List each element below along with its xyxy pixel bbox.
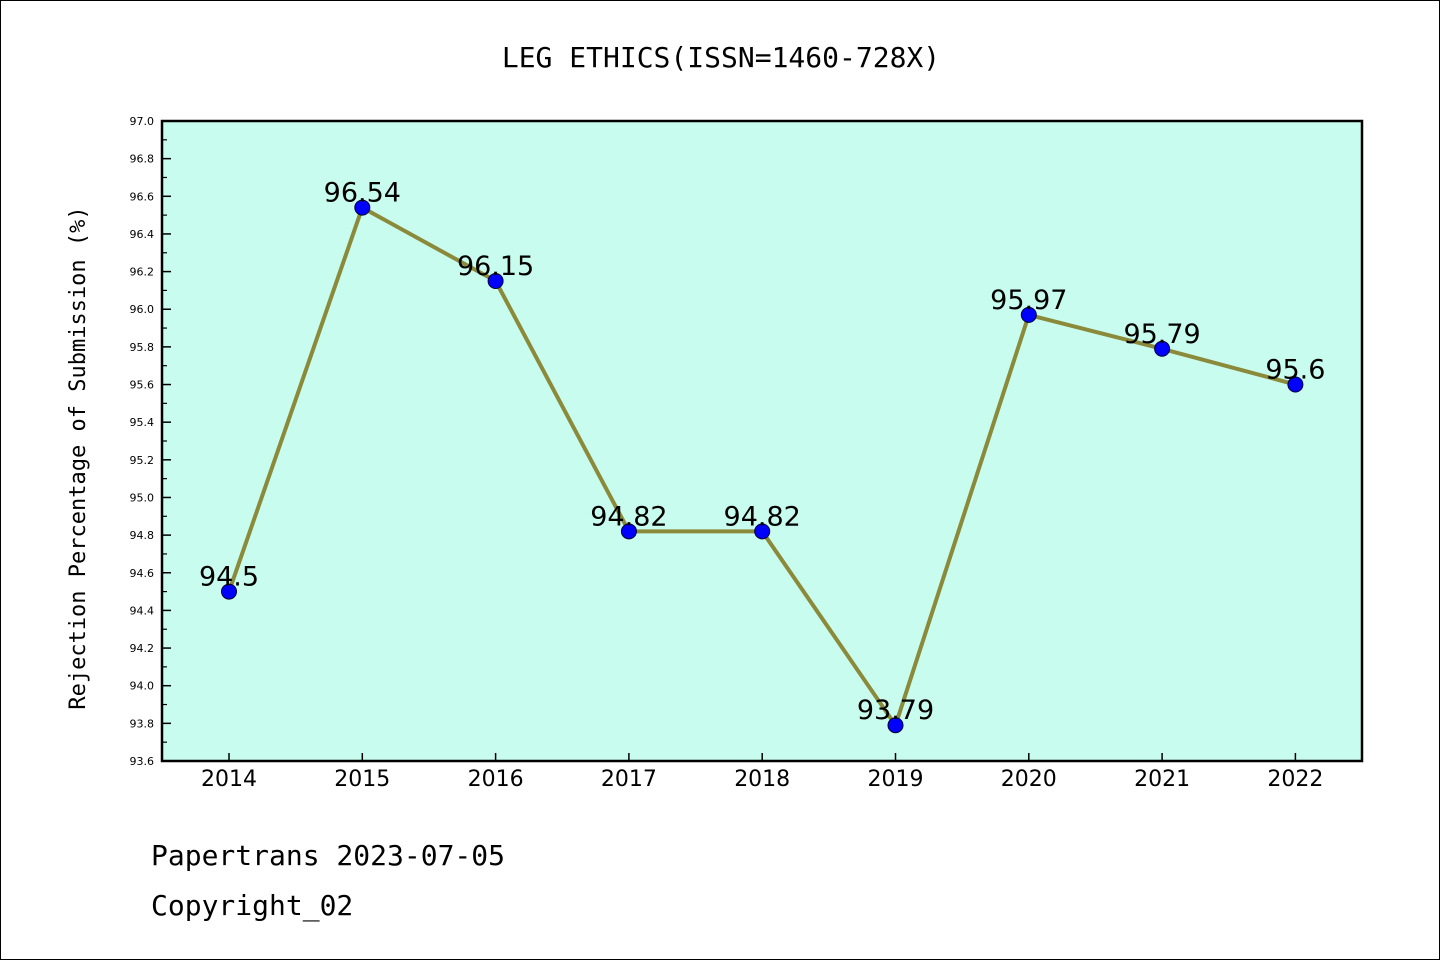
footer-copyright: Copyright_02 (151, 889, 353, 923)
y-axis: 93.6 93.8 94.0 94.2 94.4 94.6 94.8 95.0 95.2 95.4… (130, 115, 171, 768)
data-point (354, 199, 371, 216)
data-labels: 94.5 96.54 96.15 94.82 94.82 93.79 95.97 95.79 9… (199, 178, 1326, 727)
data-label: 94.82 (590, 501, 667, 532)
chart-title: LEG ETHICS(ISSN=1460-728X) (502, 41, 940, 74)
y-tick-label: 96.6 (130, 190, 155, 203)
plot-area (160, 119, 1364, 763)
data-point (620, 523, 637, 540)
series-rejection (221, 199, 1304, 734)
data-point (1020, 306, 1037, 323)
data-point (487, 273, 504, 289)
y-tick-label: 95.4 (130, 416, 155, 429)
data-label: 96.15 (457, 251, 534, 282)
x-tick-label: 2017 (601, 767, 657, 792)
y-axis-label: Rejection Percentage of Submission (%) (66, 206, 91, 709)
x-tick-label: 2020 (1001, 767, 1057, 792)
data-point (1287, 376, 1304, 393)
y-tick-label: 94.0 (130, 680, 155, 693)
y-tick-label: 96.2 (130, 266, 155, 279)
data-point (754, 523, 771, 540)
x-tick-label: 2014 (201, 767, 257, 792)
y-tick-label: 97.0 (130, 115, 155, 128)
data-label: 95.79 (1123, 319, 1200, 350)
y-tick-label: 94.2 (130, 642, 155, 655)
footer-date: Papertrans 2023-07-05 (151, 839, 505, 872)
data-point (1154, 340, 1171, 357)
y-tick-label: 96.0 (130, 303, 155, 316)
y-tick-label: 95.2 (130, 454, 155, 467)
data-label: 93.79 (857, 695, 934, 726)
x-axis: 2014 2015 2016 2017 2018 2019 2020 2021 2022 (201, 753, 1323, 792)
y-tick-label: 96.4 (130, 228, 155, 241)
x-tick-label: 2016 (468, 767, 524, 792)
x-tick-label: 2018 (734, 767, 790, 792)
y-tick-label: 94.4 (130, 604, 155, 617)
data-label: 94.5 (199, 562, 259, 593)
y-tick-label: 93.6 (130, 755, 155, 768)
y-tick-label: 95.0 (130, 491, 155, 504)
data-label: 96.54 (324, 178, 401, 209)
x-tick-label: 2015 (334, 767, 390, 792)
data-label: 95.97 (990, 285, 1067, 316)
y-tick-label: 94.6 (130, 567, 155, 580)
data-point (887, 717, 904, 734)
x-tick-label: 2021 (1134, 767, 1190, 792)
x-tick-label: 2022 (1267, 767, 1323, 792)
x-tick-label: 2019 (868, 767, 924, 792)
y-tick-label: 94.8 (130, 529, 155, 542)
y-tick-label: 95.6 (130, 379, 155, 392)
y-tick-label: 95.8 (130, 341, 155, 354)
y-tick-label: 93.8 (130, 717, 155, 730)
data-label: 94.82 (724, 501, 801, 532)
data-point (221, 583, 237, 600)
data-label: 95.6 (1265, 355, 1325, 386)
y-tick-label: 96.8 (130, 153, 155, 166)
